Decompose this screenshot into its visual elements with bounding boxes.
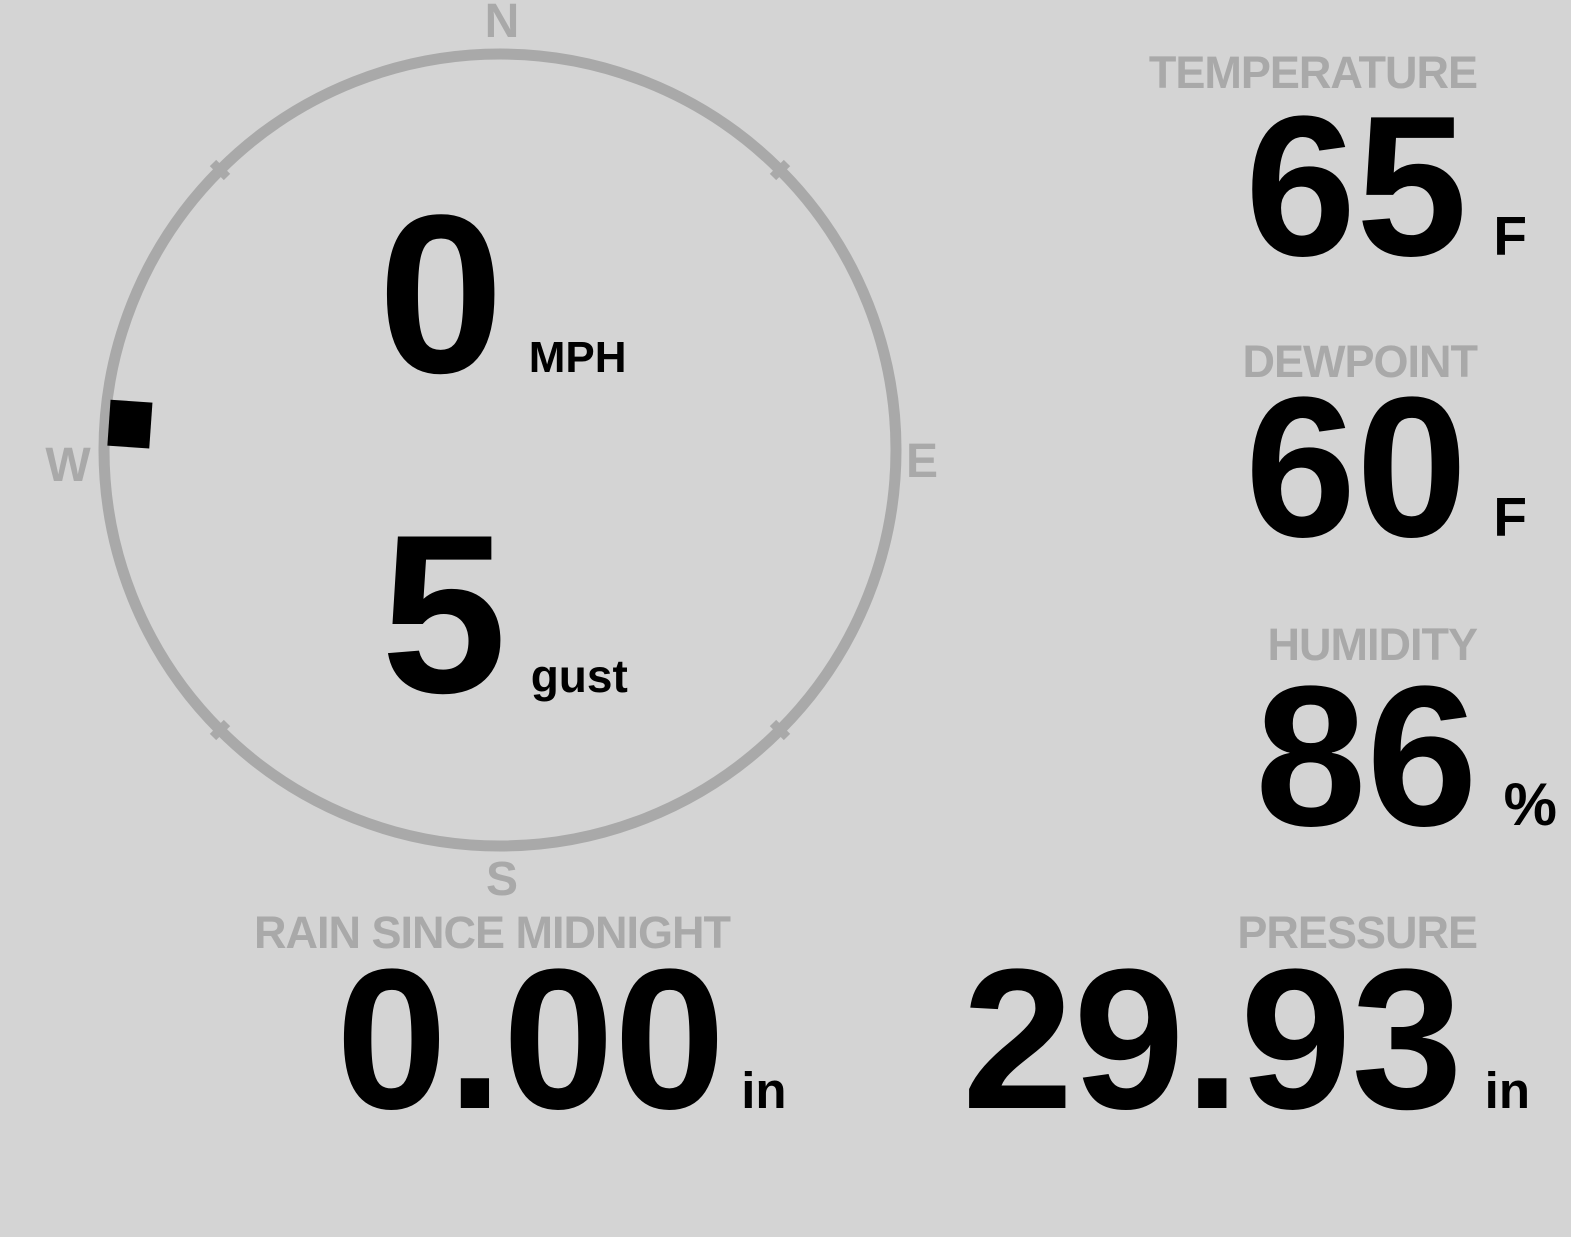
compass-tick-sw-icon <box>209 719 231 741</box>
humidity-value: 86 <box>1255 645 1478 868</box>
wind-gust-value: 5 <box>381 487 507 740</box>
compass-tick-se-icon <box>769 719 791 741</box>
rain-label: RAIN SINCE MIDNIGHT <box>254 907 731 958</box>
temperature-label: TEMPERATURE <box>1148 47 1478 98</box>
pressure-value: 29.93 <box>962 928 1463 1151</box>
dewpoint-reading: 60 F <box>1245 368 1527 568</box>
wind-gust-reading: 5 gust <box>381 501 628 727</box>
wind-speed-value: 0 <box>378 167 504 420</box>
rain-reading: 0.00 in <box>336 940 787 1140</box>
humidity-label: HUMIDITY <box>1267 619 1478 670</box>
rain-value: 0.00 <box>336 928 726 1151</box>
pressure-unit: in <box>1484 1062 1530 1119</box>
compass-tick-nw-icon <box>209 159 231 181</box>
compass-south-label: S <box>485 853 518 906</box>
pressure-reading: 29.93 in <box>962 940 1530 1140</box>
humidity-unit: % <box>1503 771 1557 838</box>
humidity-reading: 86 % <box>1255 657 1557 857</box>
dewpoint-unit: F <box>1493 486 1527 548</box>
compass-dial-svg <box>98 48 902 852</box>
compass-ring <box>98 48 902 852</box>
dewpoint-value: 60 <box>1244 356 1468 579</box>
wind-direction-marker-icon <box>107 399 153 449</box>
wind-gust-unit: gust <box>530 650 628 702</box>
dewpoint-label: DEWPOINT <box>1242 336 1478 387</box>
compass-east-label: E <box>905 435 938 488</box>
compass-north-label: N <box>484 0 520 48</box>
wind-speed-unit: MPH <box>528 333 627 382</box>
rain-unit: in <box>741 1062 787 1119</box>
temperature-unit: F <box>1493 205 1527 267</box>
pressure-label: PRESSURE <box>1237 907 1478 958</box>
temperature-reading: 65 F <box>1245 87 1527 287</box>
wind-gauge: N S W E 0 MPH 5 gust <box>0 0 1005 915</box>
compass-tick-ne-icon <box>769 159 791 181</box>
temperature-value: 65 <box>1244 75 1468 298</box>
compass-west-label: W <box>45 439 91 492</box>
wind-speed-reading: 0 MPH <box>378 181 626 407</box>
